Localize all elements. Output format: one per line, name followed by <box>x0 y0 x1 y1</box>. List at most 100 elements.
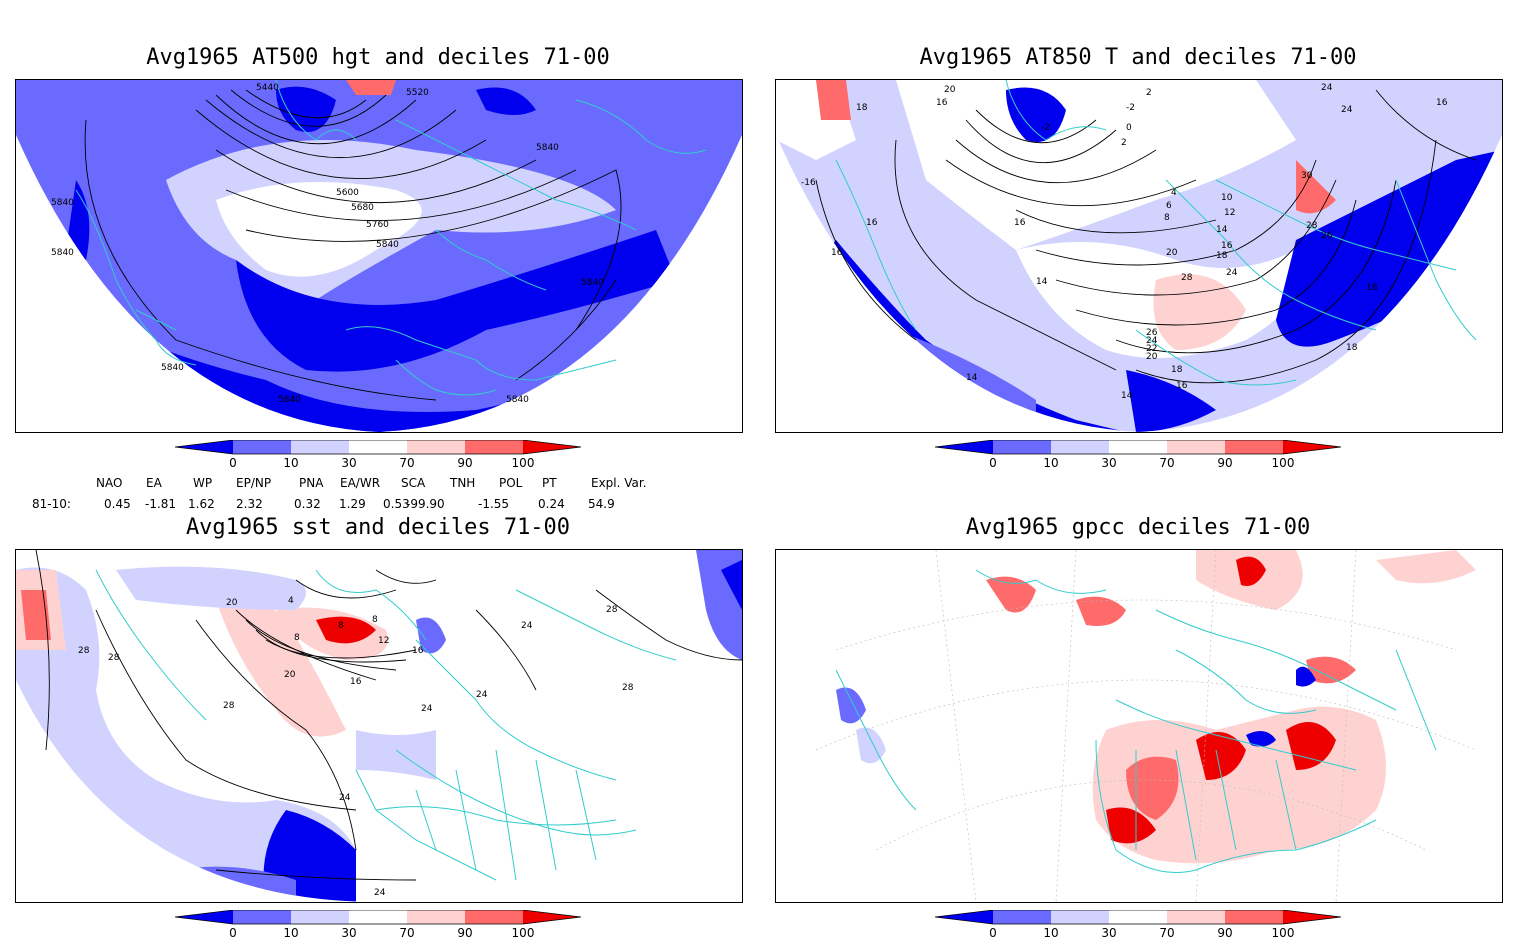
colorbar-segment <box>465 440 523 454</box>
contour-label: 24 <box>374 888 386 898</box>
contour-label: 24 <box>476 690 488 700</box>
colorbar-segment <box>523 440 581 454</box>
colorbar-tick: 30 <box>341 456 357 470</box>
t850-shading <box>776 80 1502 432</box>
contour-label: 16 <box>1014 218 1026 228</box>
contour-label: 5840 <box>51 248 74 258</box>
t850-contour-labels: 20 18 16 -2 -2 0 2 2 24 24 16 -16 16 16 … <box>801 83 1448 401</box>
contour-label: 14 <box>1121 391 1133 401</box>
contour-label: 5680 <box>351 203 374 213</box>
contour-label: 28 <box>622 683 634 693</box>
panel-title-sst: Avg1965 sst and deciles 71-00 <box>185 515 571 540</box>
t850-coastlines <box>835 80 1477 386</box>
colorbar-tick: 30 <box>341 926 357 940</box>
contour-label: 18 <box>1346 343 1358 353</box>
index-header: EA <box>146 476 162 490</box>
index-value: -99.90 <box>406 497 445 511</box>
colorbar-tick: 100 <box>1271 456 1295 470</box>
colorbar-top-left: 0 10 30 70 90 100 <box>175 440 595 470</box>
contour-label: 16 <box>412 646 424 656</box>
contour-label: 14 <box>1036 277 1048 287</box>
contour-label: 5840 <box>51 198 74 208</box>
map-sst: 20 28 28 28 20 16 8 8 8 12 16 4 24 28 28… <box>15 549 743 903</box>
gpcc-graticule <box>815 550 1477 902</box>
contour-label: 16 <box>831 248 843 258</box>
contour-label: 24 <box>521 621 533 631</box>
contour-label: 5840 <box>161 363 184 373</box>
index-value: 54.9 <box>588 497 615 511</box>
contour-label: 24 <box>1226 268 1238 278</box>
colorbar-tick: 10 <box>1043 926 1059 940</box>
colorbar-tick: 70 <box>1159 926 1175 940</box>
index-value: 0.32 <box>294 497 321 511</box>
contour-label: 20 <box>1166 248 1178 258</box>
sst-contour-labels: 20 28 28 28 20 16 8 8 8 12 16 4 24 28 28… <box>78 596 634 898</box>
contour-label: 12 <box>1224 208 1235 218</box>
colorbar-segment <box>175 440 233 454</box>
contour-label: 16 <box>1176 381 1188 391</box>
map-t850: 20 18 16 -2 -2 0 2 2 24 24 16 -16 16 16 … <box>775 79 1503 433</box>
contour-label: 12 <box>378 636 389 646</box>
contour-label: 8 <box>338 621 344 631</box>
contour-label: 5600 <box>336 188 359 198</box>
colorbar-tick: 30 <box>1101 456 1117 470</box>
contour-label: 16 <box>1436 98 1448 108</box>
contour-label: 16 <box>936 98 948 108</box>
colorbar-bottom-right: 0 10 30 70 90 100 <box>935 910 1355 940</box>
colorbar-tick: 0 <box>229 456 237 470</box>
index-value: -1.55 <box>478 497 510 511</box>
gpcc-coastlines <box>835 569 1437 873</box>
colorbar-tick: 100 <box>511 456 535 470</box>
index-header: NAO <box>96 476 123 490</box>
colorbar-segment <box>233 440 291 454</box>
index-value: 2.32 <box>236 497 263 511</box>
contour-label: 5840 <box>581 278 604 288</box>
contour-label: -16 <box>801 178 816 188</box>
contour-label: 20 <box>1146 352 1158 362</box>
contour-label: 18 <box>1216 251 1228 261</box>
sst-coastlines <box>95 569 677 881</box>
hgt500-contour-labels: 5440 5520 5840 5600 5680 5760 5840 5840 … <box>51 83 604 405</box>
index-value: 0.53 <box>383 497 410 511</box>
colorbar-tick: 10 <box>283 926 299 940</box>
contour-label: 14 <box>1216 225 1228 235</box>
colorbar-bottom-left: 0 10 30 70 90 100 <box>175 910 595 940</box>
index-header: SCA <box>401 476 426 490</box>
index-header: EA/WR <box>340 476 381 490</box>
panel-title-t850: Avg1965 AT850 T and deciles 71-00 <box>919 45 1357 70</box>
contour-label: 5520 <box>406 88 429 98</box>
contour-label: 28 <box>78 646 90 656</box>
contour-label: 18 <box>1171 365 1183 375</box>
colorbar-top-right: 0 10 30 70 90 100 <box>935 440 1355 470</box>
contour-label: 8 <box>372 615 378 625</box>
contour-label: 16 <box>350 677 362 687</box>
contour-label: -2 <box>1126 103 1135 113</box>
map-gpcc <box>775 549 1503 903</box>
colorbar-tick: 70 <box>399 926 415 940</box>
contour-label: -2 <box>1041 123 1050 133</box>
contour-label: 5840 <box>536 143 559 153</box>
index-header: TNH <box>450 476 476 490</box>
contour-label: 2 <box>1146 88 1152 98</box>
colorbar-tick: 90 <box>457 926 473 940</box>
colorbar-segment <box>349 440 407 454</box>
contour-label: 28 <box>1181 273 1193 283</box>
contour-label: 28 <box>223 701 235 711</box>
contour-label: 20 <box>944 85 956 95</box>
index-header: Expl. Var. <box>591 476 647 490</box>
contour-label: 20 <box>284 670 296 680</box>
contour-label: 5840 <box>506 395 529 405</box>
colorbar-tick: 100 <box>511 926 535 940</box>
gpcc-shading <box>836 550 1476 864</box>
contour-label: 0 <box>1126 123 1132 133</box>
contour-label: 5840 <box>376 240 399 250</box>
contour-label: 24 <box>1341 105 1353 115</box>
hgt500-shading <box>16 80 742 432</box>
contour-label: 24 <box>421 704 433 714</box>
sst-shading <box>16 550 742 902</box>
colorbar-segment <box>407 440 465 454</box>
panel-title-hgt500: Avg1965 AT500 hgt and deciles 71-00 <box>146 45 610 70</box>
index-header: POL <box>499 476 523 490</box>
colorbar-tick: 0 <box>229 926 237 940</box>
hgt500-coastlines <box>75 80 707 396</box>
